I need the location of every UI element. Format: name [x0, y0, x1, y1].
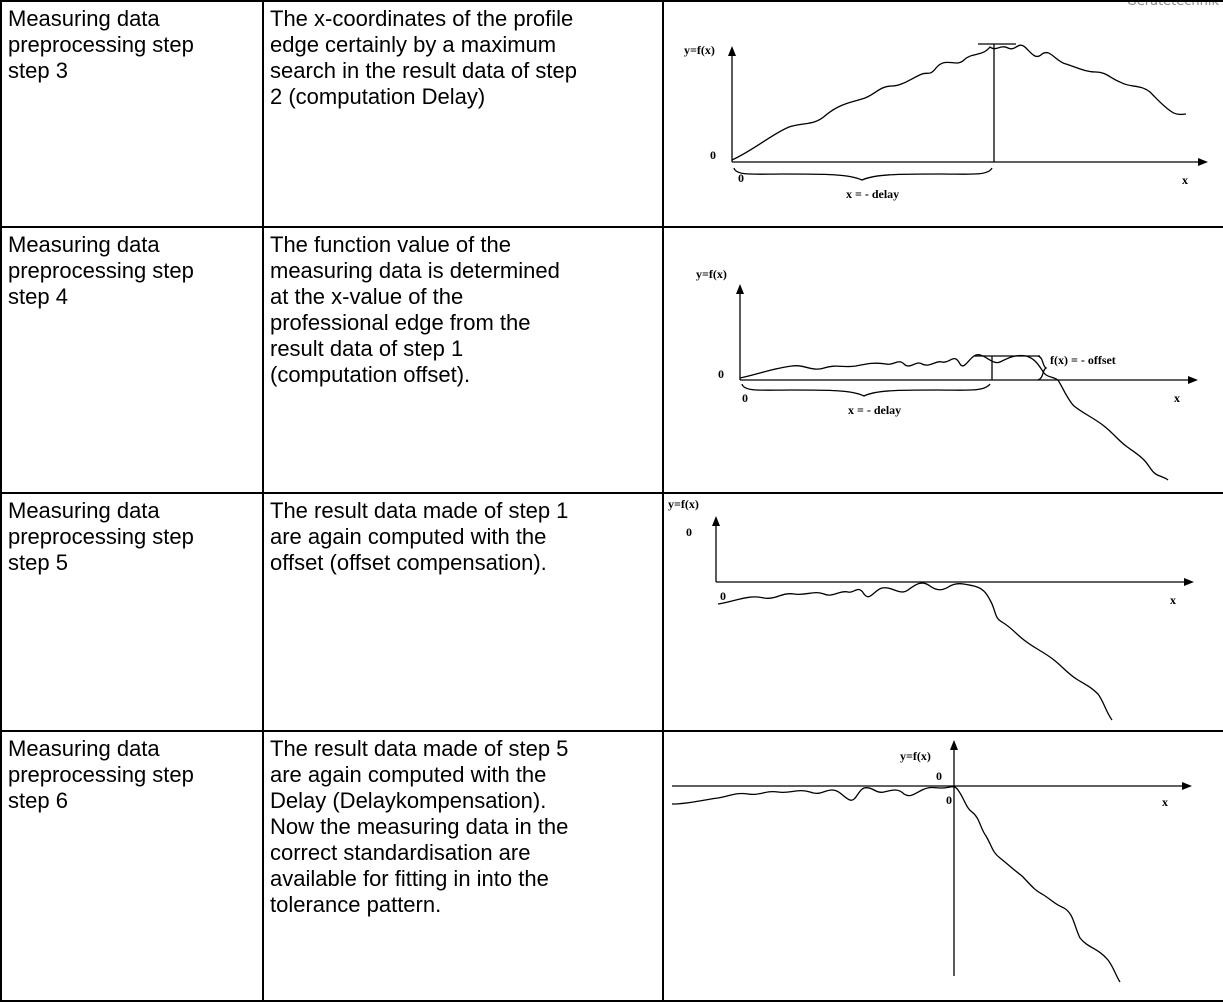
origin-y-label: 0: [686, 525, 692, 539]
step-label-cell: Measuring data preprocessing step step 6: [0, 730, 264, 1002]
step-label: Measuring data preprocessing step step 5: [8, 498, 194, 575]
profile-curve: [731, 44, 1187, 161]
y-axis-label: y=f(x): [684, 43, 715, 57]
x-axis-arrow: [1182, 782, 1192, 790]
origin-y-label: 0: [710, 148, 716, 162]
x-axis-label: x: [1162, 795, 1168, 809]
y-axis-arrow: [736, 284, 744, 294]
step-figure-cell: y=f(x) 0 0 x x = - delay: [662, 0, 1223, 228]
step-description: The x-coordinates of the profile edge ce…: [270, 6, 577, 109]
step-description-cell: The result data made of step 1 are again…: [262, 492, 664, 732]
step-label: Measuring data preprocessing step step 4: [8, 232, 194, 309]
delay-brace: [741, 383, 991, 397]
brace-label: x = - delay: [846, 187, 899, 201]
step-3-diagram: y=f(x) 0 0 x x = - delay: [684, 43, 1208, 201]
x-axis-label: x: [1174, 391, 1180, 405]
step-description: The result data made of step 1 are again…: [270, 498, 569, 575]
origin-y-label: 0: [718, 367, 724, 381]
step-figure-cell: y=f(x) 0 0 x: [662, 492, 1223, 732]
y-axis-label: y=f(x): [900, 749, 931, 763]
step-label-cell: Measuring data preprocessing step step 5: [0, 492, 264, 732]
y-axis-label: y=f(x): [668, 497, 699, 511]
step-label: Measuring data preprocessing step step 6: [8, 736, 194, 813]
origin-x-label: 0: [738, 171, 744, 185]
offset-brace: [1037, 355, 1048, 381]
offset-label: f(x) = - offset: [1050, 353, 1116, 367]
origin-y-label: 0: [936, 769, 942, 783]
x-axis-arrow: [1198, 158, 1208, 166]
step-5-diagram: y=f(x) 0 0 x: [668, 497, 1194, 721]
origin-x-label: 0: [742, 391, 748, 405]
step-description-cell: The function value of the measuring data…: [262, 226, 664, 494]
profile-curve: [739, 354, 1169, 481]
table-row: Measuring data preprocessing step step 6…: [0, 730, 1223, 1002]
delay-brace: [733, 167, 993, 181]
brace-label: x = - delay: [848, 403, 901, 417]
step-label-cell: Measuring data preprocessing step step 3: [0, 0, 264, 228]
origin-x-label: 0: [720, 589, 726, 603]
step-figure-cell: y=f(x) 0 0 x: [662, 730, 1223, 1002]
origin-x-label: 0: [946, 793, 952, 807]
y-axis-arrow: [712, 516, 720, 526]
table-row: Measuring data preprocessing step step 3…: [0, 0, 1223, 228]
x-axis-label: x: [1170, 593, 1176, 607]
step-description-cell: The x-coordinates of the profile edge ce…: [262, 0, 664, 228]
step-6-diagram: y=f(x) 0 0 x: [671, 740, 1192, 983]
table-row: Measuring data preprocessing step step 5…: [0, 492, 1223, 732]
x-axis-label: x: [1182, 173, 1188, 187]
step-4-diagram: y=f(x) 0 0 x f(x) = - offset x = - delay: [696, 267, 1198, 481]
step-figure-cell: y=f(x) 0 0 x f(x) = - offset x = - delay: [662, 226, 1223, 494]
x-axis-arrow: [1184, 578, 1194, 586]
step-label: Measuring data preprocessing step step 3: [8, 6, 194, 83]
step-description: The function value of the measuring data…: [270, 232, 560, 387]
profile-curve: [717, 582, 1113, 721]
step-label-cell: Measuring data preprocessing step step 4: [0, 226, 264, 494]
y-axis-label: y=f(x): [696, 267, 727, 281]
step-description: The result data made of step 5 are again…: [270, 736, 569, 917]
profile-curve: [671, 786, 1121, 983]
x-axis-arrow: [1188, 376, 1198, 384]
y-axis-arrow: [728, 46, 736, 56]
table-row: Measuring data preprocessing step step 4…: [0, 226, 1223, 494]
step-description-cell: The result data made of step 5 are again…: [262, 730, 664, 1002]
y-axis-arrow: [950, 740, 958, 750]
